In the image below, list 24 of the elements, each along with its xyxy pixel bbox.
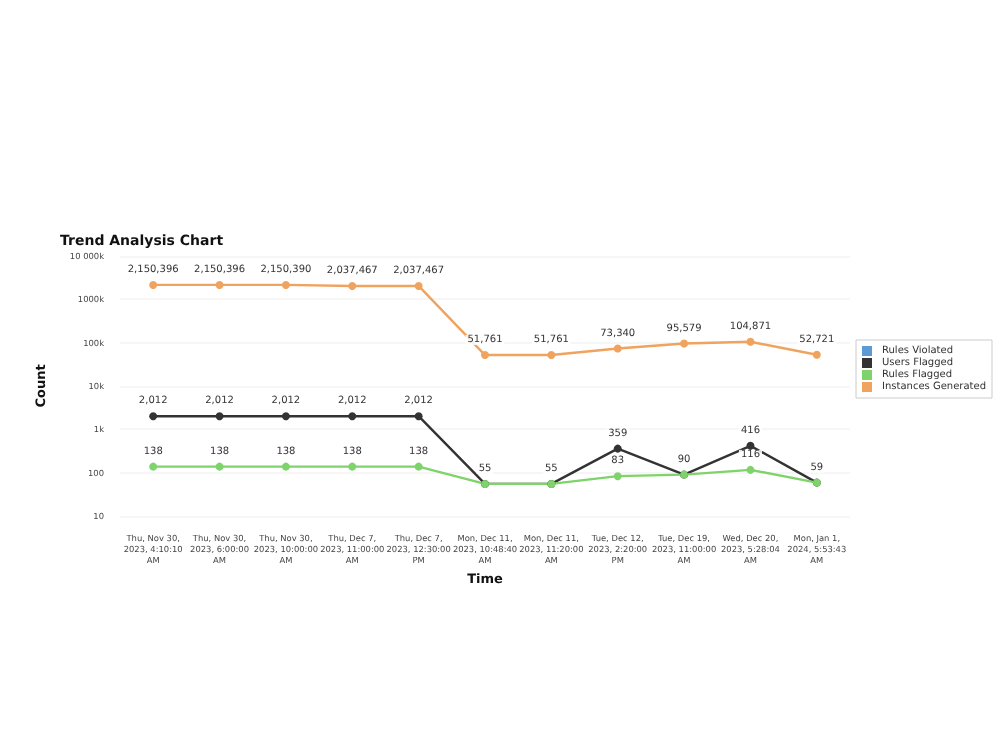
point — [812, 350, 821, 359]
point — [348, 281, 357, 290]
point — [613, 344, 622, 353]
point — [149, 412, 158, 421]
point — [149, 462, 158, 471]
point — [348, 462, 357, 471]
point — [215, 280, 224, 289]
point — [215, 462, 224, 471]
point — [613, 472, 622, 481]
point — [281, 280, 290, 289]
point — [215, 412, 224, 421]
point — [281, 462, 290, 471]
point — [149, 280, 158, 289]
point — [414, 281, 423, 290]
point — [348, 412, 357, 421]
point — [481, 351, 489, 360]
point — [746, 465, 755, 474]
point — [746, 337, 755, 346]
point — [680, 339, 689, 348]
point — [414, 412, 423, 421]
point — [613, 444, 622, 453]
point — [281, 412, 290, 421]
point — [547, 351, 556, 360]
point — [414, 462, 423, 471]
